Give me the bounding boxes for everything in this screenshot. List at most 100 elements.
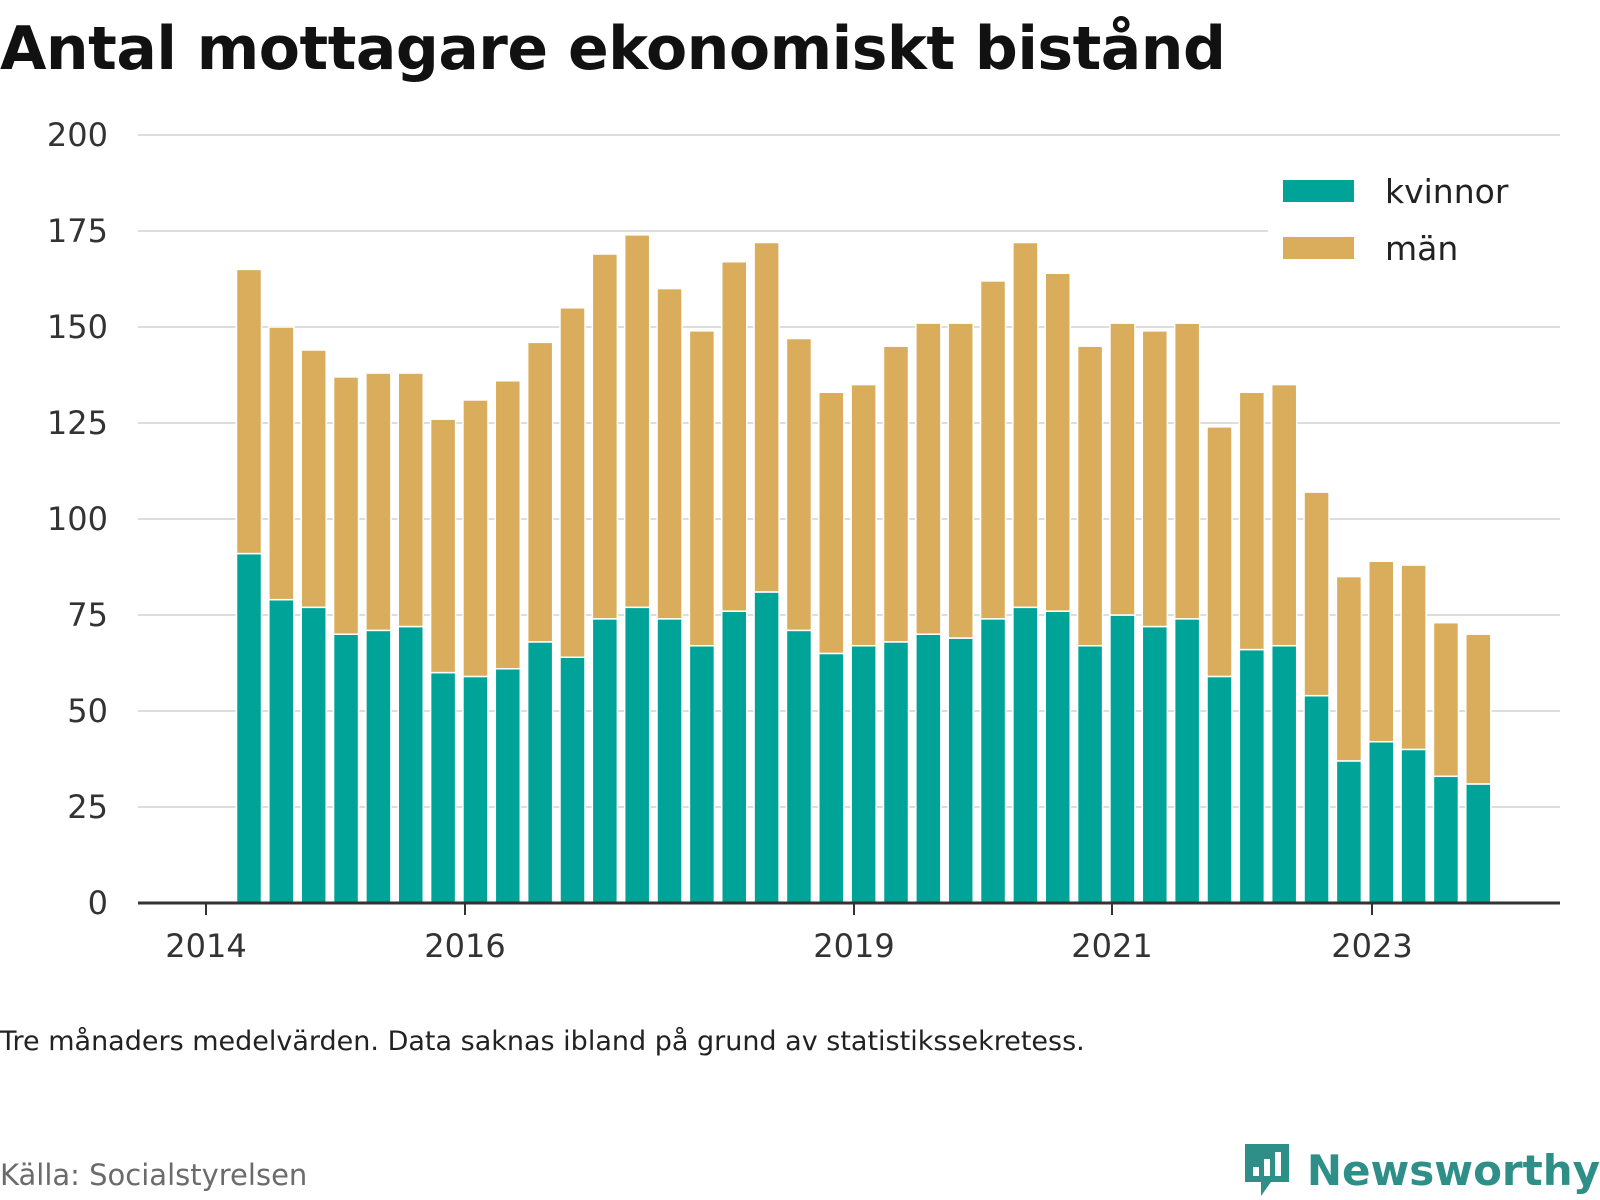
- bar-segment-man: [1270, 383, 1298, 647]
- x-tick-label: 2014: [165, 927, 246, 965]
- bar-segment-kvinnor: [1432, 775, 1460, 904]
- source-credit: Källa: Socialstyrelsen: [0, 1158, 308, 1192]
- bar-segment-kvinnor: [494, 668, 522, 904]
- y-tick-label: 75: [67, 596, 108, 634]
- bar-segment-man: [1400, 564, 1427, 751]
- bar-segment-man: [268, 326, 295, 601]
- bar-segment-man: [1335, 575, 1363, 762]
- bar-segment-kvinnor: [235, 552, 263, 904]
- bar-segment-kvinnor: [1141, 625, 1169, 904]
- bar-segment-man: [235, 268, 263, 555]
- bar-segment-kvinnor: [947, 637, 974, 904]
- bar-segment-man: [753, 241, 780, 593]
- legend: kvinnor män: [1268, 160, 1566, 286]
- bar-segment-kvinnor: [591, 618, 619, 904]
- bar-segment-kvinnor: [1400, 748, 1427, 904]
- bar-segment-kvinnor: [268, 598, 295, 904]
- chart-title: Antal mottagare ekonomiskt bistånd: [0, 14, 1226, 84]
- bar-segment-man: [721, 260, 748, 612]
- chart-note: Tre månaders medelvärden. Data saknas ib…: [0, 1026, 1085, 1057]
- bar-segment-man: [1141, 330, 1169, 628]
- bar-segment-man: [818, 391, 845, 655]
- bar-segment-man: [397, 372, 424, 628]
- bar-segment-man: [1012, 241, 1039, 609]
- bar-segment-man: [1368, 560, 1395, 743]
- bar-segment-kvinnor: [688, 644, 716, 904]
- y-tick-label: 175: [47, 212, 108, 250]
- bar-segment-man: [979, 280, 1007, 620]
- bar-segment-kvinnor: [1076, 644, 1104, 904]
- bar-segment-man: [494, 380, 522, 670]
- bar-segment-kvinnor: [397, 625, 424, 904]
- y-axis-ticks: 0 25 50 75 100 125 150 175 200: [47, 116, 108, 922]
- bar-segment-man: [947, 322, 974, 639]
- bar-segment-kvinnor: [300, 606, 327, 904]
- bar-segment-kvinnor: [526, 641, 554, 904]
- y-tick-label: 200: [47, 116, 108, 154]
- bar-segment-kvinnor: [979, 618, 1007, 904]
- bar-segment-man: [1465, 633, 1492, 785]
- x-tick-label: 2023: [1331, 927, 1412, 965]
- brand-name: Newsworthy: [1306, 1145, 1600, 1195]
- brand-logo: Newsworthy: [1241, 1140, 1600, 1200]
- bar-segment-kvinnor: [1368, 740, 1395, 904]
- bar-segment-man: [462, 399, 489, 678]
- bar-segment-kvinnor: [818, 652, 845, 904]
- y-tick-label: 125: [47, 404, 108, 442]
- bar-segment-kvinnor: [1238, 648, 1266, 904]
- bar-segment-man: [1044, 272, 1071, 612]
- bar-segment-man: [623, 234, 651, 609]
- bar-segment-kvinnor: [1303, 694, 1330, 904]
- bar-segment-kvinnor: [1044, 610, 1071, 904]
- bar-segment-kvinnor: [623, 606, 651, 904]
- bar-segment-man: [785, 337, 813, 632]
- bar-segment-man: [656, 287, 683, 620]
- bar-segment-kvinnor: [915, 633, 942, 904]
- bar-segment-kvinnor: [1465, 783, 1492, 904]
- bar-segment-kvinnor: [1109, 614, 1136, 904]
- bar-segment-kvinnor: [785, 629, 813, 904]
- bar-segment-kvinnor: [1270, 644, 1298, 904]
- bar-segment-man: [688, 330, 716, 647]
- y-tick-label: 50: [67, 692, 108, 730]
- bar-segment-man: [1076, 345, 1104, 647]
- x-tick-label: 2016: [424, 927, 505, 965]
- bar-segment-man: [526, 341, 554, 643]
- legend-swatch-man: [1283, 237, 1354, 259]
- bar-segment-kvinnor: [1173, 618, 1201, 904]
- legend-label-kvinnor: kvinnor: [1385, 172, 1509, 211]
- bars: [235, 234, 1492, 904]
- bar-segment-kvinnor: [882, 641, 910, 904]
- bar-segment-man: [365, 372, 392, 632]
- bar-segment-man: [1206, 426, 1233, 678]
- x-tick-label: 2019: [813, 927, 894, 965]
- bar-segment-man: [1238, 391, 1266, 651]
- bar-segment-kvinnor: [332, 633, 360, 904]
- bar-segment-man: [300, 349, 327, 609]
- legend-label-man: män: [1385, 229, 1458, 268]
- bar-segment-man: [850, 383, 877, 647]
- bar-segment-kvinnor: [429, 671, 457, 904]
- legend-swatch-kvinnor: [1283, 180, 1354, 202]
- bar-segment-kvinnor: [850, 644, 877, 904]
- bar-segment-man: [1432, 621, 1460, 778]
- newsworthy-logo-icon: [1244, 1144, 1289, 1196]
- bar-segment-kvinnor: [365, 629, 392, 904]
- bar-segment-kvinnor: [753, 591, 780, 904]
- bar-segment-kvinnor: [656, 618, 683, 904]
- x-tick-label: 2021: [1071, 927, 1152, 965]
- bar-segment-man: [1173, 322, 1201, 620]
- bar-segment-man: [332, 376, 360, 635]
- bar-segment-man: [882, 345, 910, 643]
- y-tick-label: 25: [67, 788, 108, 826]
- bar-segment-man: [1303, 491, 1330, 697]
- x-axis-ticks: 2014 2016 2019 2021 2023: [165, 903, 1413, 965]
- bar-segment-man: [559, 307, 586, 658]
- bar-segment-man: [1109, 322, 1136, 616]
- bar-segment-kvinnor: [1335, 760, 1363, 904]
- bar-segment-man: [429, 418, 457, 674]
- bar-segment-kvinnor: [462, 675, 489, 904]
- bar-segment-man: [591, 253, 619, 620]
- bar-segment-kvinnor: [559, 656, 586, 904]
